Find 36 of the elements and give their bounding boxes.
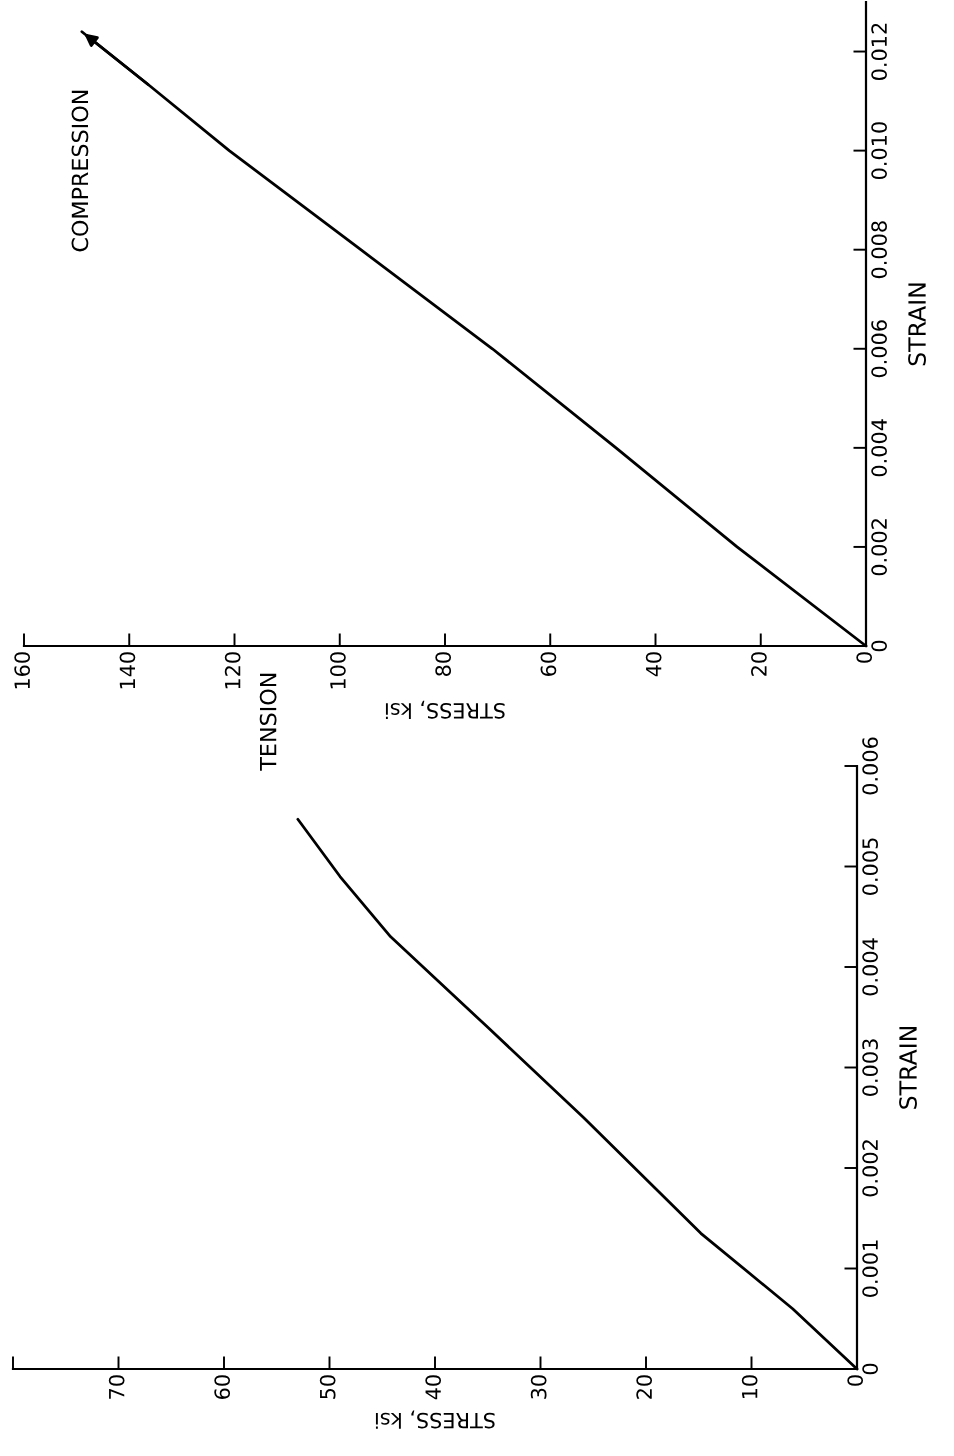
- y-tick-label: 0.002: [862, 1140, 878, 1197]
- y-tick-label: 0: [862, 1363, 878, 1375]
- x-tick-label: 30: [530, 1375, 547, 1399]
- x-tick-label: 100: [330, 652, 346, 689]
- x-tick-label: 0: [847, 1375, 864, 1386]
- x-tick-label: 40: [425, 1375, 442, 1400]
- y-tick-label: 0.012: [871, 23, 887, 80]
- x-axis-title: STRESS, ksi: [385, 700, 505, 720]
- y-tick-label: 0.004: [871, 419, 887, 477]
- y-tick-label: 0.006: [871, 320, 887, 378]
- x-tick-label: 120: [224, 652, 241, 689]
- x-tick-label: 10: [741, 1375, 758, 1399]
- x-tick-label: 20: [751, 652, 767, 676]
- y-tick-label: 0.010: [871, 122, 887, 180]
- y-tick-label: 0.001: [862, 1240, 878, 1297]
- y-axis-title: STRAIN: [899, 1027, 917, 1109]
- x-tick-label: 40: [645, 652, 662, 677]
- x-tick-label: 20: [636, 1375, 653, 1399]
- y-tick-label: 0.004: [862, 938, 878, 996]
- x-tick-label: 60: [214, 1375, 231, 1399]
- y-tick-label: 0.005: [862, 838, 878, 895]
- x-tick-label: 80: [435, 652, 452, 676]
- y-axis-title: STRAIN: [908, 283, 926, 366]
- x-tick-label: 160: [14, 652, 31, 689]
- text: TENSION: [259, 673, 277, 771]
- y-tick-label: 0.006: [862, 737, 878, 795]
- x-axis-title: STRESS, ksi: [375, 1410, 495, 1429]
- text: COMPRESSION: [71, 90, 89, 252]
- y-tick-label: 0: [871, 640, 887, 652]
- x-tick-label: 70: [108, 1375, 125, 1399]
- y-tick-label: 0.002: [871, 519, 887, 576]
- x-tick-label: 60: [540, 652, 557, 676]
- x-tick-label: 140: [119, 652, 136, 689]
- x-tick-label: 50: [319, 1375, 336, 1399]
- y-tick-label: 0.003: [862, 1039, 878, 1096]
- y-tick-label: 0.008: [871, 221, 887, 279]
